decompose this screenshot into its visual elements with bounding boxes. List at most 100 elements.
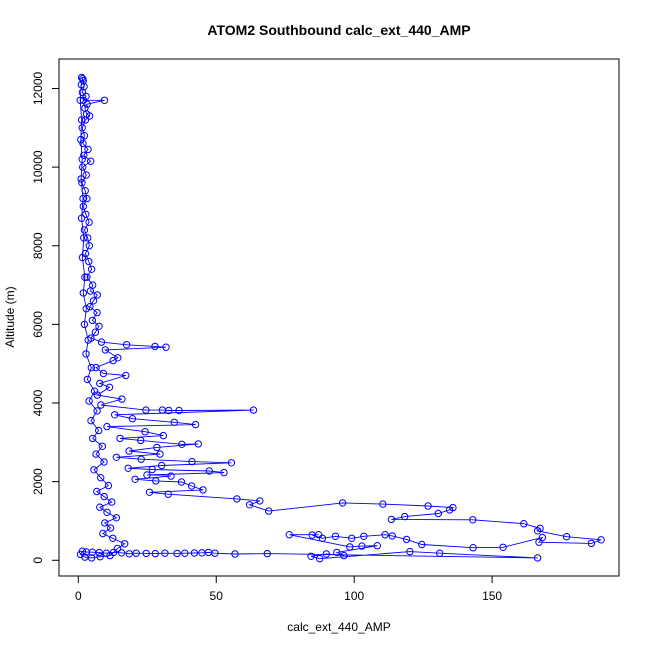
data-point bbox=[333, 548, 341, 557]
data-point bbox=[95, 322, 103, 330]
data-point bbox=[96, 553, 104, 561]
data-point bbox=[191, 420, 200, 429]
data-point bbox=[97, 474, 105, 482]
data-point bbox=[125, 447, 133, 455]
data-point bbox=[81, 116, 90, 124]
data-point bbox=[331, 532, 340, 540]
data-point bbox=[81, 187, 89, 195]
data-point bbox=[100, 492, 108, 501]
data-point bbox=[78, 155, 86, 164]
data-point bbox=[93, 291, 102, 299]
x-axis: 0 50 100 150 bbox=[75, 575, 502, 603]
data-point bbox=[78, 124, 86, 132]
data-point bbox=[141, 428, 149, 436]
data-point bbox=[265, 507, 273, 515]
data-point bbox=[88, 316, 97, 325]
data-point bbox=[86, 287, 95, 295]
data-point bbox=[89, 434, 97, 443]
data-point bbox=[100, 458, 108, 466]
data-point bbox=[167, 472, 175, 480]
data-point bbox=[87, 265, 96, 273]
data-point bbox=[137, 455, 145, 463]
x-tick-label: 50 bbox=[210, 589, 224, 603]
y-tick-label: 6000 bbox=[31, 311, 45, 338]
data-point bbox=[170, 418, 179, 426]
y-tick-label: 4000 bbox=[31, 389, 45, 416]
chart-title: ATOM2 Southbound calc_ext_440_AMP bbox=[207, 22, 470, 38]
data-point bbox=[97, 338, 106, 346]
data-point bbox=[85, 257, 93, 266]
data-point bbox=[85, 218, 93, 226]
data-point bbox=[152, 477, 160, 485]
data-point bbox=[79, 139, 87, 148]
data-point bbox=[402, 535, 411, 544]
data-point bbox=[97, 401, 105, 409]
data-point bbox=[227, 459, 236, 467]
data-point bbox=[199, 486, 207, 494]
data-point bbox=[86, 303, 94, 311]
data-point bbox=[358, 542, 366, 550]
data-point bbox=[82, 350, 90, 358]
data-point bbox=[263, 549, 271, 558]
data-point bbox=[157, 461, 166, 470]
data-point bbox=[245, 501, 254, 509]
data-point bbox=[84, 234, 92, 242]
data-point bbox=[117, 549, 126, 557]
data-point bbox=[188, 457, 196, 466]
data-point bbox=[156, 450, 164, 458]
data-point bbox=[78, 253, 87, 262]
data-point bbox=[190, 549, 199, 557]
data-point bbox=[80, 151, 88, 160]
data-point bbox=[122, 341, 131, 349]
data-point bbox=[85, 112, 94, 120]
data-point bbox=[424, 502, 432, 510]
data-point bbox=[388, 532, 396, 540]
data-point bbox=[307, 552, 315, 560]
data-point bbox=[143, 471, 151, 479]
data-point bbox=[95, 426, 103, 435]
data-point bbox=[101, 346, 110, 354]
data-point bbox=[340, 551, 348, 560]
data-point bbox=[111, 411, 119, 419]
data-point bbox=[346, 543, 354, 551]
data-point bbox=[194, 440, 203, 448]
data-point bbox=[132, 549, 140, 557]
data-point bbox=[173, 549, 181, 558]
data-point bbox=[436, 549, 444, 557]
data-point bbox=[124, 464, 132, 472]
data-point bbox=[80, 320, 89, 329]
data-point bbox=[83, 100, 91, 108]
data-point bbox=[162, 343, 170, 351]
data-point bbox=[198, 549, 206, 557]
data-point bbox=[142, 406, 150, 414]
data-point bbox=[89, 297, 98, 305]
data-point bbox=[79, 194, 87, 203]
data-point bbox=[79, 289, 88, 297]
data-point bbox=[82, 305, 91, 313]
data-point bbox=[93, 487, 101, 496]
data-point bbox=[360, 532, 368, 540]
data-point bbox=[83, 273, 91, 281]
data-point bbox=[82, 171, 91, 179]
data-point bbox=[116, 434, 124, 443]
data-point bbox=[103, 422, 111, 431]
data-point bbox=[87, 554, 96, 562]
data-point bbox=[379, 500, 387, 508]
data-point bbox=[96, 503, 104, 511]
data-point bbox=[80, 226, 89, 234]
data-point bbox=[151, 342, 159, 351]
data-point bbox=[137, 436, 145, 445]
data-point bbox=[181, 549, 189, 557]
data-point bbox=[84, 336, 92, 344]
data-point bbox=[153, 443, 161, 452]
data-point bbox=[536, 524, 544, 533]
data-point bbox=[220, 468, 228, 477]
data-point bbox=[85, 397, 93, 405]
data-point bbox=[533, 527, 542, 535]
data-point bbox=[77, 116, 86, 124]
data-point bbox=[499, 543, 507, 551]
data-point bbox=[77, 175, 85, 183]
data-point bbox=[100, 96, 109, 105]
data-point bbox=[84, 145, 92, 154]
